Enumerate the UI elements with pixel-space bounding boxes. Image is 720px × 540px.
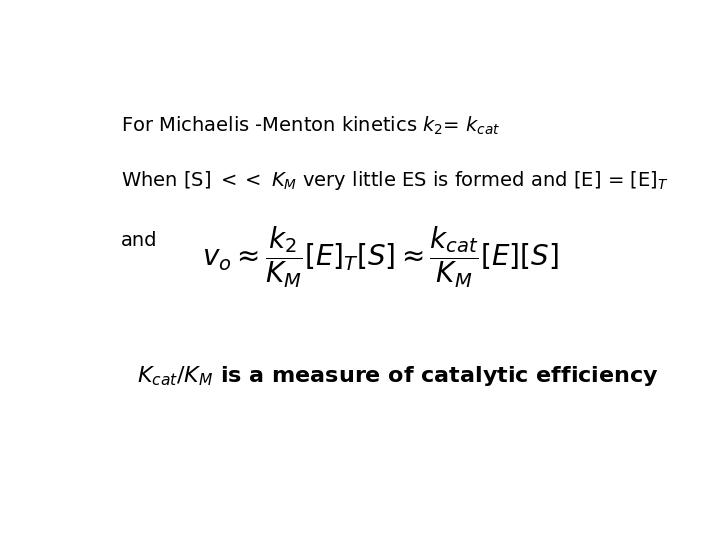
Text: $K_{cat}/K_M$ is a measure of catalytic efficiency: $K_{cat}/K_M$ is a measure of catalytic … [138, 364, 660, 388]
Text: When [S] $<<$ $K_M$ very little ES is formed and [E] = [E]$_T$: When [S] $<<$ $K_M$ very little ES is fo… [121, 168, 668, 192]
Text: $v_o \approx \dfrac{k_2}{K_M}[E]_T[S]\approx\dfrac{k_{cat}}{K_M}[E][S]$: $v_o \approx \dfrac{k_2}{K_M}[E]_T[S]\ap… [202, 225, 559, 290]
Text: and: and [121, 231, 157, 250]
Text: For Michaelis -Menton kinetics $k_2$= $k_{cat}$: For Michaelis -Menton kinetics $k_2$= $k… [121, 114, 500, 137]
